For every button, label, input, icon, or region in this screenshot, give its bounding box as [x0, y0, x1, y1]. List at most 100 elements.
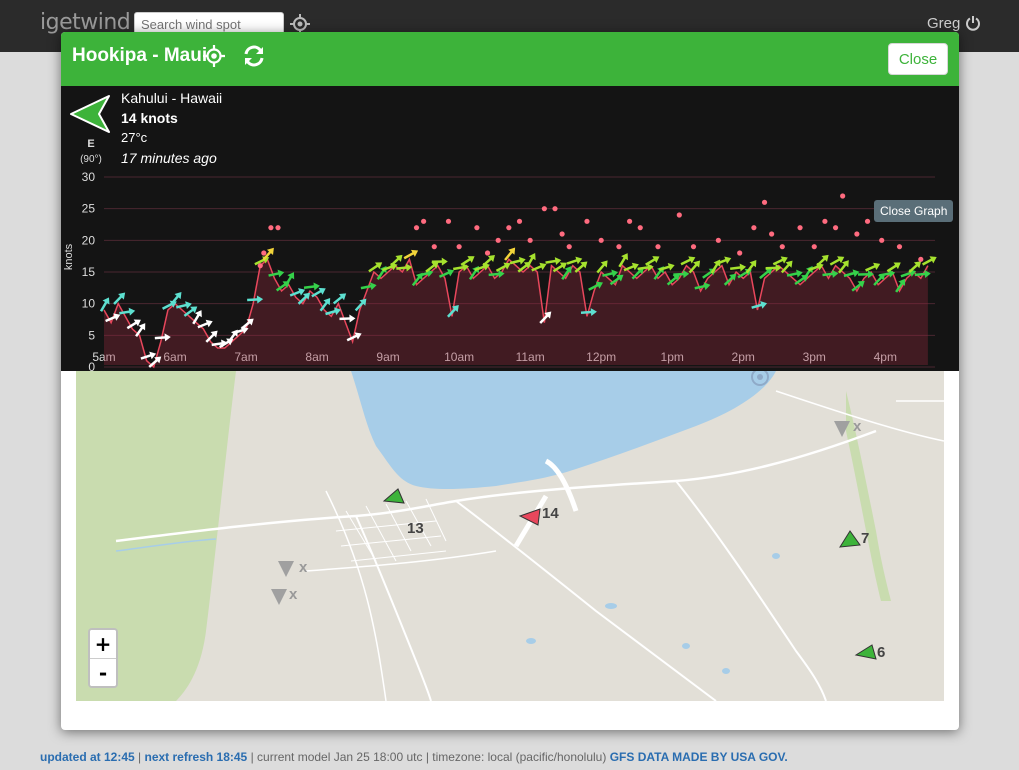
direction-arrow [566, 256, 583, 265]
gust-point [840, 193, 846, 199]
direction-arrow [396, 263, 413, 272]
direction-arrow [284, 272, 295, 287]
direction-arrow [908, 261, 922, 273]
direction-arrow [205, 330, 218, 343]
direction-arrow [197, 319, 213, 329]
direction-arrow [865, 262, 881, 272]
gust-point [527, 237, 533, 243]
refresh-icon[interactable] [242, 44, 266, 68]
direction-arrow [176, 301, 192, 309]
direction-arrow [673, 270, 690, 279]
wind-graph-panel: 0 5 10 15 20 25 30 knots 5am 6am 7am 8am 9am 10am 11am… [61, 86, 959, 371]
gust-point [484, 250, 491, 256]
direction-arrow [526, 253, 536, 268]
gust-point [456, 244, 462, 250]
power-icon[interactable] [965, 15, 981, 31]
map-tiles[interactable] [76, 371, 944, 701]
map-marker-label[interactable]: 6 [877, 644, 886, 661]
map-marker-label[interactable]: x [299, 559, 308, 576]
zoom-in-button[interactable]: + [90, 630, 116, 658]
direction-arrow [105, 313, 121, 323]
direction-arrow [574, 261, 588, 273]
direction-arrow [588, 281, 603, 291]
direction-arrow [829, 256, 845, 266]
gust-point [495, 237, 501, 243]
wind-direction: E [87, 138, 95, 150]
map-marker-label[interactable]: x [289, 586, 298, 603]
direction-arrow [148, 356, 162, 368]
gust-point [257, 263, 263, 269]
gust-point [918, 256, 924, 262]
avg-area [104, 259, 928, 367]
map-marker-arrow [834, 421, 850, 437]
gust-point [854, 231, 860, 237]
direction-arrow [914, 269, 931, 278]
direction-arrow [552, 262, 568, 273]
direction-arrow [354, 298, 367, 312]
direction-arrow [637, 263, 654, 272]
direction-arrow [857, 270, 874, 279]
map-marker-label[interactable]: x [853, 418, 862, 435]
gust-point [737, 250, 743, 256]
gust-point [761, 199, 768, 205]
direction-arrow [618, 253, 628, 268]
direction-arrow [170, 292, 182, 306]
spot-modal: Hookipa - Maui Close 0 5 10 15 20 25 30 knots 5a… [61, 32, 959, 730]
map-marker-arrow [382, 488, 405, 504]
map-marker-label[interactable]: 13 [407, 520, 424, 537]
direction-arrow [303, 282, 320, 291]
gust-point [779, 244, 785, 250]
direction-arrow [346, 332, 362, 342]
direction-arrow [765, 263, 782, 272]
gust-point [559, 231, 565, 237]
map-marker-arrow [854, 644, 877, 660]
direction-arrow [447, 305, 459, 318]
gust-point [506, 225, 512, 231]
gust-point [655, 244, 661, 250]
direction-arrow [745, 260, 757, 274]
app-logo[interactable]: igetwind [40, 10, 131, 35]
map-marker-label[interactable]: 14 [542, 505, 559, 522]
close-graph-button[interactable]: Close Graph [874, 200, 954, 222]
direction-arrow [360, 282, 377, 291]
direction-arrow [425, 261, 439, 273]
gust-point [637, 225, 643, 231]
temperature: 27°c [121, 130, 148, 145]
direction-arrow [403, 249, 419, 260]
user-name[interactable]: Greg [927, 15, 961, 32]
gust-point [516, 218, 523, 224]
direction-arrow [837, 260, 849, 274]
direction-arrow [140, 351, 157, 360]
close-button[interactable]: Close [888, 43, 948, 75]
direction-arrow [504, 247, 516, 261]
direction-arrow [262, 247, 274, 261]
direction-arrow [851, 280, 865, 292]
direction-arrow [715, 256, 732, 265]
gust-point [566, 244, 572, 250]
direction-arrow [688, 260, 701, 274]
direction-arrow [680, 256, 696, 266]
zoom-out-button[interactable]: - [90, 658, 116, 686]
direction-arrow [192, 310, 202, 325]
gust-point [769, 231, 775, 237]
direction-arrow [126, 319, 141, 330]
direction-arrow [772, 256, 788, 266]
x-tick-label: 8am [305, 350, 328, 364]
gust-point [797, 225, 803, 231]
direction-arrow [332, 293, 347, 305]
locate-icon[interactable] [290, 14, 310, 34]
y-axis-label: knots [63, 243, 75, 270]
gust-point [552, 206, 558, 212]
gust-point [896, 244, 903, 250]
map-marker-label[interactable]: 7 [861, 530, 870, 547]
direction-arrow [658, 263, 675, 271]
direction-arrow [723, 273, 737, 286]
gfs-credit: GFS DATA MADE BY USA GOV. [609, 750, 788, 764]
direction-arrow [879, 269, 896, 278]
direction-arrow [531, 262, 547, 272]
gust-point [598, 237, 604, 243]
spot-map[interactable]: 13 14 7 6 x x x x + - [76, 371, 944, 701]
locate-icon[interactable] [203, 45, 225, 67]
y-tick-label: 15 [82, 265, 96, 279]
observation-age: 17 minutes ago [121, 150, 217, 166]
